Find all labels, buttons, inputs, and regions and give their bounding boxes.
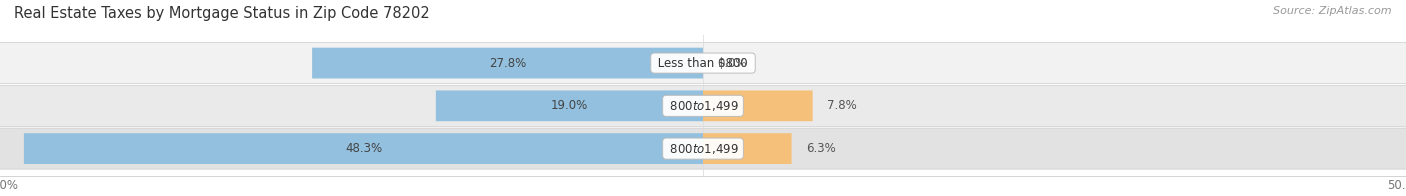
Text: $800 to $1,499: $800 to $1,499 bbox=[666, 142, 740, 156]
Text: 6.3%: 6.3% bbox=[806, 142, 835, 155]
FancyBboxPatch shape bbox=[24, 133, 703, 164]
Text: 7.8%: 7.8% bbox=[827, 99, 856, 112]
Text: Real Estate Taxes by Mortgage Status in Zip Code 78202: Real Estate Taxes by Mortgage Status in … bbox=[14, 6, 430, 21]
Text: Source: ZipAtlas.com: Source: ZipAtlas.com bbox=[1274, 6, 1392, 16]
FancyBboxPatch shape bbox=[703, 133, 792, 164]
Text: 48.3%: 48.3% bbox=[344, 142, 382, 155]
FancyBboxPatch shape bbox=[312, 48, 703, 78]
Text: Less than $800: Less than $800 bbox=[654, 57, 752, 70]
FancyBboxPatch shape bbox=[436, 90, 703, 121]
Text: 0.0%: 0.0% bbox=[717, 57, 747, 70]
FancyBboxPatch shape bbox=[0, 128, 1406, 169]
Text: 27.8%: 27.8% bbox=[489, 57, 526, 70]
Text: $800 to $1,499: $800 to $1,499 bbox=[666, 99, 740, 113]
FancyBboxPatch shape bbox=[0, 85, 1406, 126]
FancyBboxPatch shape bbox=[0, 43, 1406, 84]
Text: 19.0%: 19.0% bbox=[551, 99, 588, 112]
FancyBboxPatch shape bbox=[703, 90, 813, 121]
